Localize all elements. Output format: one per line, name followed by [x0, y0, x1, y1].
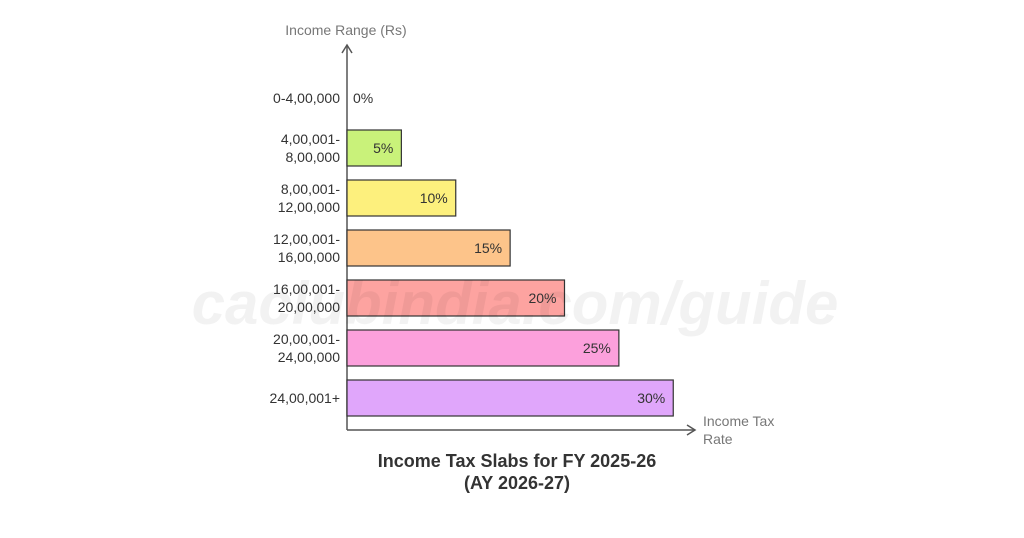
y-tick-label: 12,00,001- 16,00,000 [273, 231, 340, 265]
chart-title: Income Tax Slabs for FY 2025-26 (AY 2026… [377, 451, 657, 493]
value-label: 25% [582, 340, 611, 356]
watermark: caclubindia.com/guide [191, 270, 839, 337]
y-axis-arrow [341, 43, 353, 54]
y-tick-label: 16,00,001- 20,00,000 [273, 281, 340, 315]
x-axis-arrow [686, 424, 697, 436]
bar [346, 329, 620, 367]
value-label: 10% [419, 190, 448, 206]
y-tick-label: 0-4,00,000 [273, 90, 340, 106]
y-tick-label: 20,00,001- 24,00,000 [273, 331, 340, 365]
x-axis-label: Income Tax Rate [703, 413, 775, 447]
y-tick-label: 4,00,001- 8,00,000 [280, 131, 340, 165]
bar [346, 229, 511, 267]
bar [346, 379, 674, 417]
y-axis-label: Income Range (Rs) [285, 22, 407, 38]
y-tick-label: 8,00,001- 12,00,000 [277, 181, 340, 215]
value-label: 5% [373, 140, 394, 156]
value-label: 30% [637, 390, 666, 406]
y-tick-label: 24,00,001+ [269, 390, 340, 406]
value-label: 0% [353, 90, 374, 106]
value-label: 15% [474, 240, 503, 256]
bar [346, 129, 402, 167]
bar [346, 279, 566, 317]
value-label: 20% [528, 290, 557, 306]
bar [346, 179, 457, 217]
